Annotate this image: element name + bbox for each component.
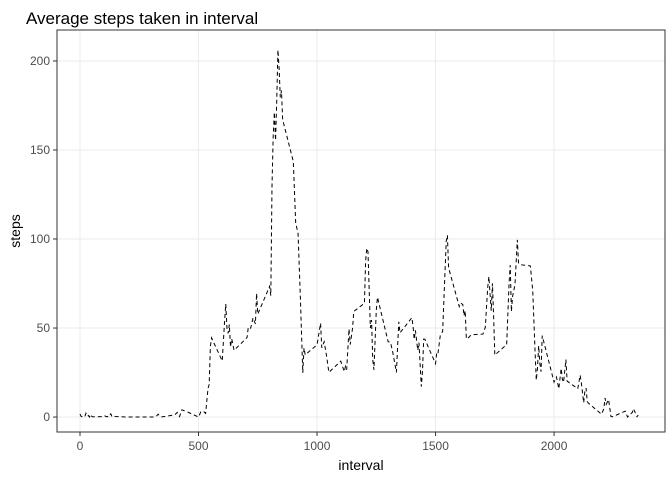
panel-border <box>56 29 666 433</box>
x-tick-label: 0 <box>77 439 84 453</box>
chart-title: Average steps taken in interval <box>26 9 258 28</box>
y-tick-label: 150 <box>30 143 50 157</box>
data-line <box>79 49 639 419</box>
x-tick-label: 1000 <box>304 439 331 453</box>
x-tick-label: 500 <box>188 439 208 453</box>
y-tick-label: 200 <box>30 54 50 68</box>
y-tick-label: 0 <box>43 410 50 424</box>
x-tick-label: 2000 <box>541 439 568 453</box>
y-axis-title: steps <box>7 214 23 247</box>
y-tick-label: 100 <box>30 232 50 246</box>
y-tick-label: 50 <box>37 321 51 335</box>
x-axis-title: interval <box>338 457 383 473</box>
x-tick-label: 1500 <box>422 439 449 453</box>
